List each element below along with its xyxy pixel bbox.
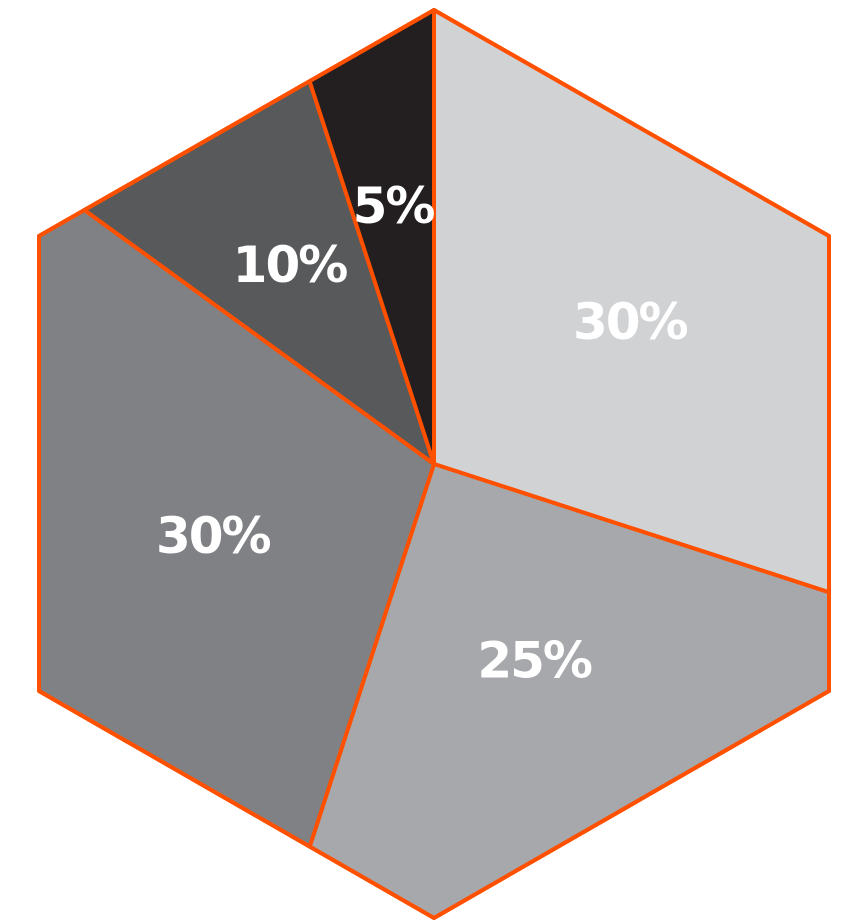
slice-label-1: 30% [573, 293, 688, 351]
slices-group [39, 10, 829, 918]
slice-label-4: 10% [233, 236, 348, 294]
slice-label-2: 25% [477, 632, 592, 690]
slice-label-5: 5% [353, 177, 435, 235]
slice-label-3: 30% [156, 507, 271, 565]
